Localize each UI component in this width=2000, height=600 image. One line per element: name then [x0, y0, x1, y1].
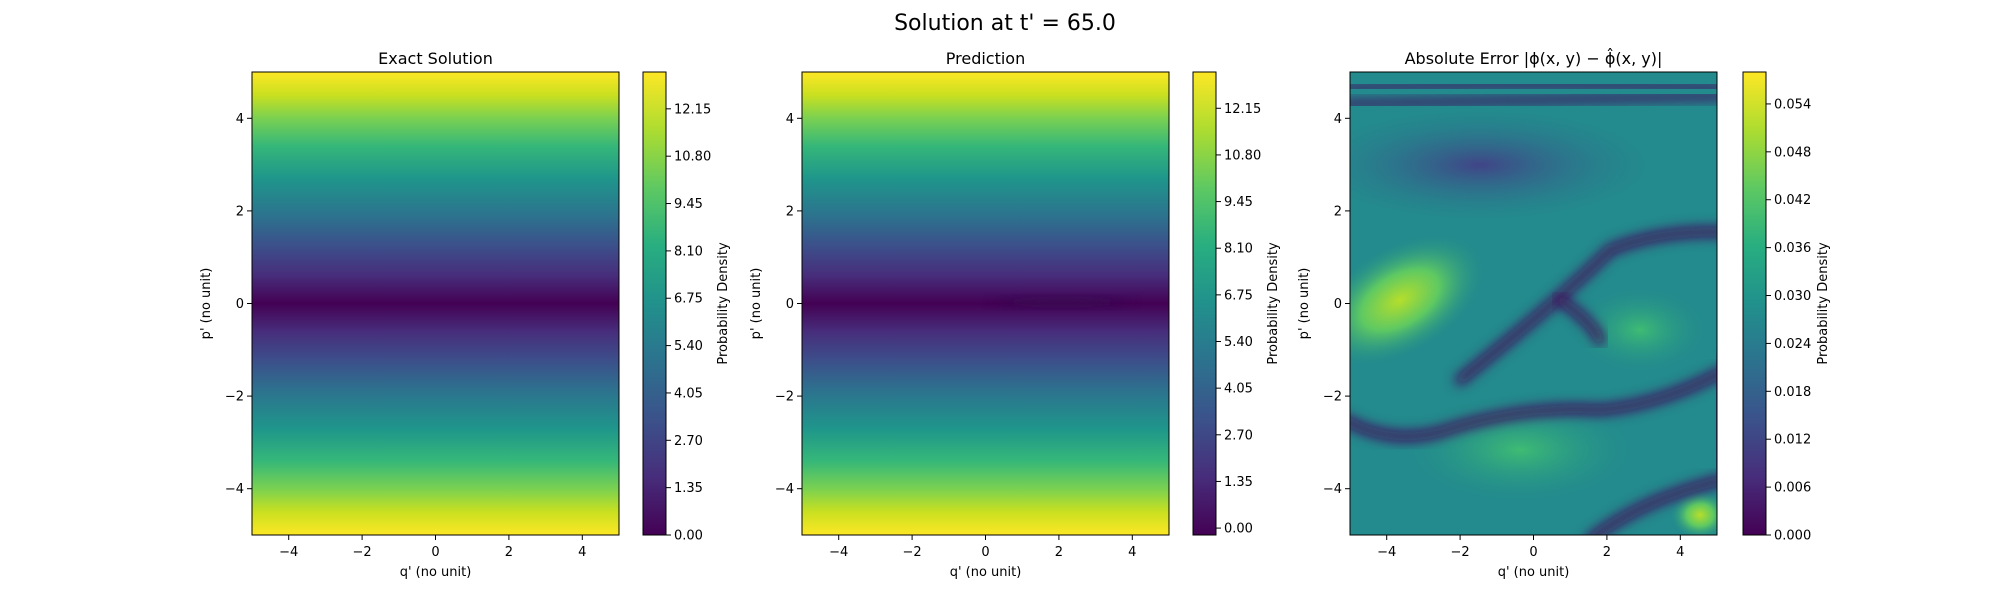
colorbar-tick-label: 5.40 — [674, 339, 703, 354]
error-warm-region-2 — [1570, 285, 1710, 375]
colorbar-tick-label: 0.006 — [1774, 481, 1811, 496]
x-tick-label: 0 — [431, 545, 439, 560]
colorbar-tick-label: 10.80 — [674, 150, 711, 165]
y-tick-label: 0 — [1334, 297, 1342, 312]
colorbar-tick-label: 10.80 — [1224, 148, 1261, 163]
colorbar-tick-label: 1.35 — [674, 481, 703, 496]
x-tick-label: −2 — [903, 545, 922, 560]
error-trough — [1712, 359, 1717, 471]
y-tick-label: −4 — [775, 482, 794, 497]
error-trough — [1350, 81, 1717, 92]
panel-title: Absolute Error |ϕ(x, y) − ϕ̂(x, y)| — [1405, 48, 1663, 68]
colorbar-tick-label: 2.70 — [674, 434, 703, 449]
y-tick-label: 4 — [786, 112, 794, 127]
error-trough — [1350, 368, 1717, 442]
colorbar-tick-label: 2.70 — [1224, 428, 1253, 443]
x-axis-label: q' (no unit) — [1498, 565, 1570, 580]
error-corner-region — [1670, 490, 1717, 535]
y-tick-label: −2 — [775, 390, 794, 405]
x-tick-label: 2 — [505, 545, 513, 560]
colorbar-tick-label: 6.75 — [1224, 288, 1253, 303]
x-tick-label: 4 — [1676, 545, 1684, 560]
colorbar-tick-label: 12.15 — [674, 102, 711, 117]
colorbar-tick-label: 0.018 — [1774, 385, 1811, 400]
colorbar-tick-label: 8.10 — [1224, 242, 1253, 257]
colorbar — [1742, 71, 1767, 536]
colorbar-tick-label: 0.024 — [1774, 337, 1811, 352]
heatmap-field — [252, 72, 619, 535]
y-axis-label: p' (no unit) — [1297, 268, 1312, 340]
x-tick-label: 2 — [1603, 545, 1611, 560]
error-low-region — [1350, 110, 1650, 220]
y-axis-label: p' (no unit) — [749, 268, 764, 340]
colorbar-label: Probability Density — [1816, 242, 1831, 365]
error-peak-region — [1350, 232, 1487, 368]
y-tick-label: 4 — [236, 112, 244, 127]
colorbar — [642, 71, 667, 536]
panel-3: Absolute Error |ϕ(x, y) − ϕ̂(x, y)| −4 −2 0… — [1297, 48, 1831, 580]
x-tick-label: 4 — [578, 545, 586, 560]
figure-suptitle: Solution at t' = 65.0 — [894, 11, 1116, 36]
error-trough — [1588, 476, 1717, 535]
colorbar-tick-label: 0.042 — [1774, 193, 1811, 208]
colorbar-tick-label: 0.012 — [1774, 433, 1811, 448]
colorbar-tick-label: 9.45 — [1224, 195, 1253, 210]
error-trough — [1350, 92, 1717, 108]
x-tick-label: −2 — [353, 545, 372, 560]
colorbar-tick-label: 4.05 — [674, 386, 703, 401]
x-tick-label: −2 — [1451, 545, 1470, 560]
colorbar-tick-label: 5.40 — [1224, 335, 1253, 350]
error-field — [1350, 72, 1717, 535]
y-tick-label: 4 — [1334, 112, 1342, 127]
y-tick-label: −2 — [225, 390, 244, 405]
panel-1: Exact Solution −4 −2 0 2 4 −4 −2 0 2 4 q' (no unit)… — [199, 49, 731, 580]
colorbar-tick-label: 4.05 — [1224, 382, 1253, 397]
prediction-artifact — [992, 296, 1132, 308]
x-tick-label: −4 — [829, 545, 848, 560]
y-tick-label: 2 — [236, 204, 244, 219]
y-tick-label: 2 — [1334, 204, 1342, 219]
colorbar-label: Probability Density — [1266, 242, 1281, 365]
panel-2: Prediction −4 −2 0 2 4 −4 −2 0 2 4 q' (no unit) p' (… — [749, 49, 1281, 580]
colorbar — [1192, 71, 1217, 536]
colorbar-tick-label: 0.030 — [1774, 289, 1811, 304]
x-tick-label: −4 — [279, 545, 298, 560]
colorbar-label: Probability Density — [716, 242, 731, 365]
error-trough — [1455, 226, 1717, 385]
colorbar-tick-label: 0.000 — [1774, 529, 1811, 544]
y-tick-label: 2 — [786, 204, 794, 219]
colorbar-tick-label: 1.35 — [1224, 475, 1253, 490]
colorbar-tick-label: 6.75 — [674, 292, 703, 307]
colorbar-tick-label: 12.15 — [1224, 102, 1261, 117]
panel-title: Exact Solution — [378, 49, 493, 68]
colorbar-tick-label: 0.048 — [1774, 145, 1811, 160]
x-tick-label: 2 — [1055, 545, 1063, 560]
x-axis-label: q' (no unit) — [950, 565, 1022, 580]
x-tick-label: −4 — [1377, 545, 1396, 560]
y-tick-label: −4 — [1323, 482, 1342, 497]
y-tick-label: 0 — [786, 297, 794, 312]
x-tick-label: 4 — [1128, 545, 1136, 560]
error-trough — [1555, 295, 1605, 345]
colorbar-tick-label: 0.00 — [1224, 522, 1253, 537]
panel-title: Prediction — [946, 49, 1025, 68]
x-axis-label: q' (no unit) — [400, 565, 472, 580]
colorbar-tick-label: 0.054 — [1774, 97, 1811, 112]
colorbar-tick-label: 9.45 — [674, 197, 703, 212]
y-tick-label: −4 — [225, 482, 244, 497]
colorbar-tick-label: 0.00 — [674, 529, 703, 544]
colorbar-tick-label: 8.10 — [674, 244, 703, 259]
y-tick-label: 0 — [236, 297, 244, 312]
colorbar-tick-label: 0.036 — [1774, 241, 1811, 256]
y-axis-label: p' (no unit) — [199, 268, 214, 340]
y-tick-label: −2 — [1323, 390, 1342, 405]
x-tick-label: 0 — [981, 545, 989, 560]
x-tick-label: 0 — [1529, 545, 1537, 560]
